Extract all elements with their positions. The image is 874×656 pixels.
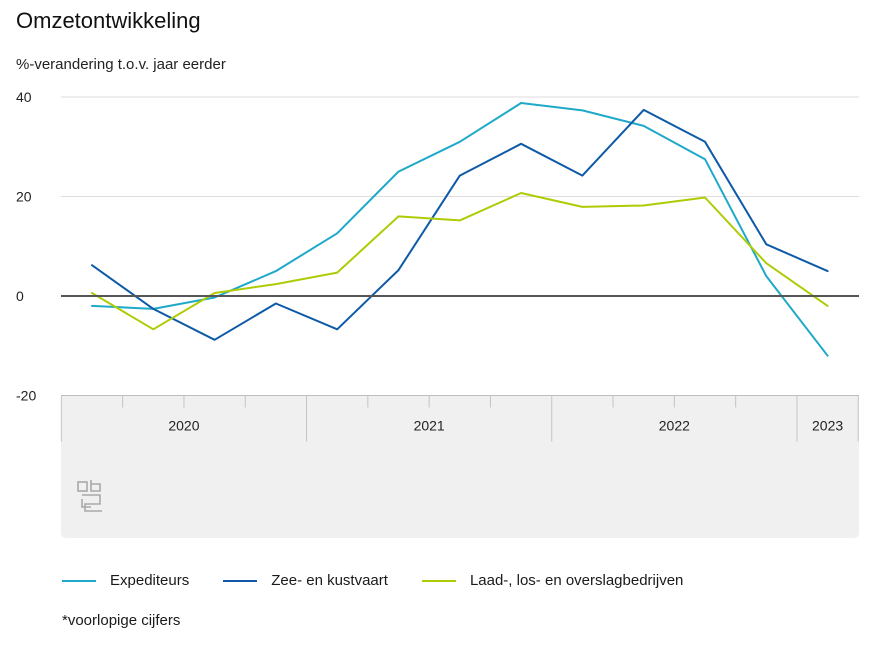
year-label: 2021 <box>414 418 445 434</box>
y-axis-label: %-verandering t.o.v. jaar eerder <box>16 56 226 73</box>
series-line-1[interactable] <box>91 108 829 341</box>
y-tick-labels: 40 20 0 -20 <box>16 89 36 404</box>
chart-title: Omzetontwikkeling <box>16 8 201 33</box>
year-label: 2023 <box>812 418 843 434</box>
year-label: 2020 <box>168 418 199 434</box>
logo-square-s <box>82 494 102 512</box>
series-line-0[interactable] <box>91 102 829 357</box>
legend: Expediteurs Zee- en kustvaart Laad-, los… <box>62 572 717 589</box>
legend-item-zee-en-kustvaart[interactable]: Zee- en kustvaart <box>223 572 388 589</box>
legend-swatch-zee-en-kustvaart <box>223 579 258 582</box>
legend-label-expediteurs: Expediteurs <box>110 572 190 589</box>
y-tick-label: 0 <box>16 288 24 304</box>
legend-label-laad-los-overslag: Laad-, los- en overslagbedrijven <box>469 572 684 589</box>
y-tick-label: 40 <box>16 89 32 105</box>
x-axis-panel <box>61 395 859 538</box>
legend-swatch-laad-los-overslag <box>421 579 456 582</box>
y-tick-label: -20 <box>16 388 36 404</box>
legend-item-expediteurs[interactable]: Expediteurs <box>62 572 189 589</box>
logo-square-b <box>90 480 101 492</box>
legend-item-laad-los-overslag[interactable]: Laad-, los- en overslagbedrijven <box>421 572 684 589</box>
year-label: 2022 <box>659 418 690 434</box>
legend-label-zee-en-kustvaart: Zee- en kustvaart <box>271 572 388 589</box>
logo-square-s2 <box>81 499 91 508</box>
cbs-logo <box>77 480 102 512</box>
footnote: *voorlopige cijfers <box>62 612 181 629</box>
series-line-2[interactable] <box>91 192 829 331</box>
logo-square-c <box>77 481 88 492</box>
line-chart: 40 20 0 -20 2020 2021 2022 2023 <box>16 89 859 538</box>
x-axis-area: 2020 2021 2022 2023 <box>60 395 859 538</box>
y-tick-label: 20 <box>16 189 32 205</box>
legend-swatch-expediteurs <box>62 579 96 582</box>
series-lines <box>91 102 829 357</box>
